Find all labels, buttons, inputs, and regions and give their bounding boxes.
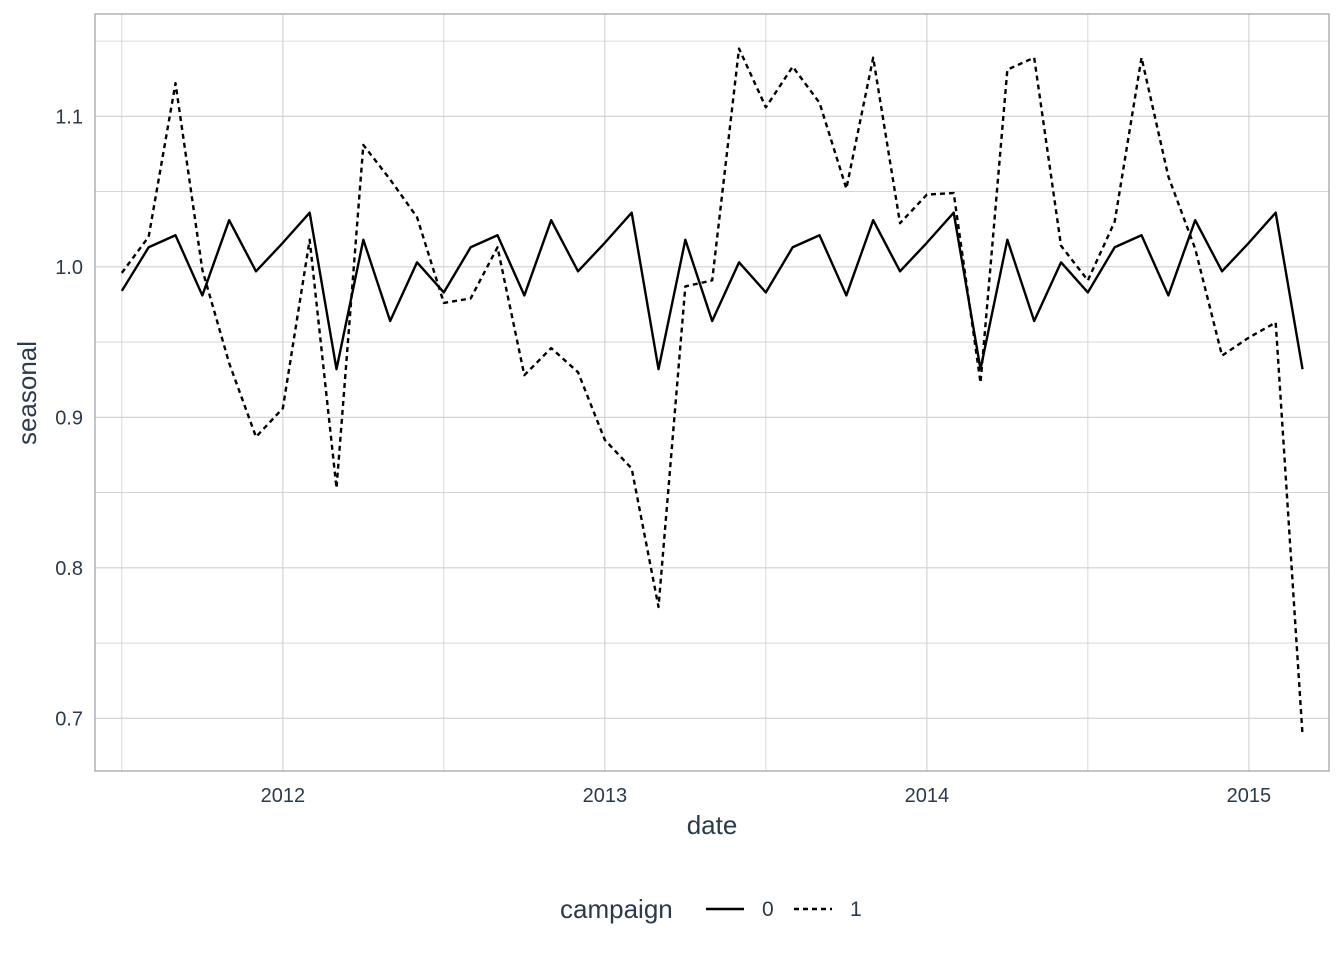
y-tick-label: 0.7 <box>55 708 83 730</box>
y-tick-label: 0.8 <box>55 558 83 580</box>
y-tick-label: 1.0 <box>55 257 83 279</box>
legend-key-label-0: 0 <box>762 898 774 921</box>
legend-key-label-1: 1 <box>850 898 862 921</box>
y-tick-label: 0.9 <box>55 407 83 429</box>
legend-title: campaign <box>560 894 673 924</box>
x-tick-label: 2015 <box>1227 785 1272 807</box>
x-tick-label: 2014 <box>905 785 950 807</box>
series-line-0 <box>120 211 1304 371</box>
series-line-1 <box>120 47 1304 735</box>
x-axis-tick-labels: 2012 2013 2014 2015 <box>261 785 1272 807</box>
x-axis-title: date <box>687 810 738 840</box>
minor-gridlines <box>95 14 1329 771</box>
x-tick-label: 2012 <box>261 785 306 807</box>
y-tick-label: 1.1 <box>55 106 83 128</box>
x-tick-label: 2013 <box>583 785 628 807</box>
major-gridlines <box>95 14 1329 771</box>
y-axis-title: seasonal <box>12 341 42 445</box>
panel-border <box>94 13 1330 772</box>
series-lines <box>120 47 1304 735</box>
y-axis-tick-labels: 0.7 0.8 0.9 1.0 1.1 <box>55 106 83 730</box>
